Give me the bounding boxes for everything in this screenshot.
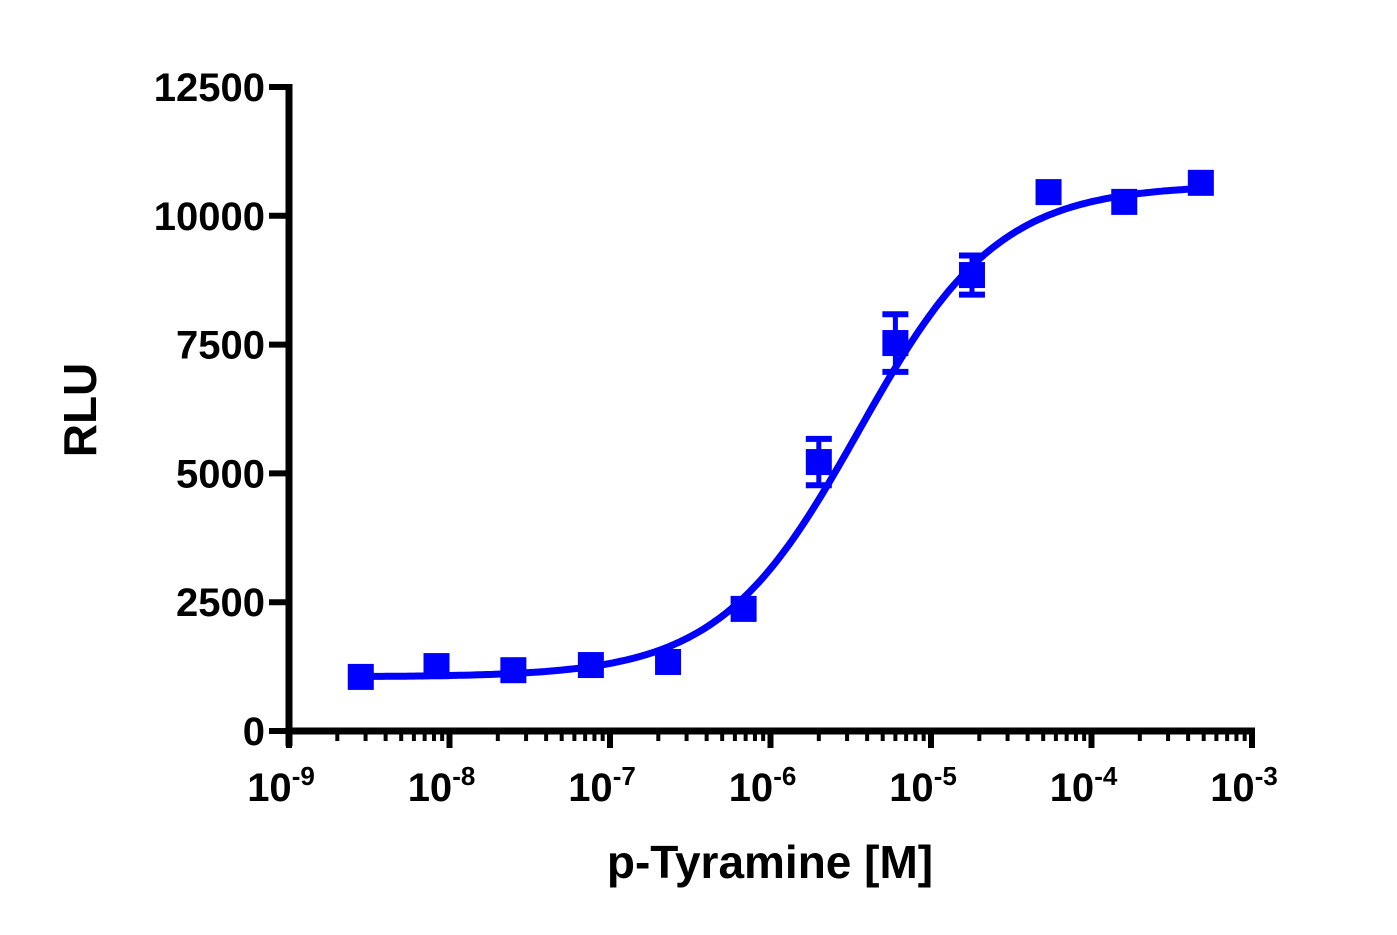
data-point-square	[655, 648, 682, 675]
x-tick-label: 10-4	[1050, 761, 1118, 810]
x-tick-label: 10-6	[729, 761, 797, 810]
y-tick-label: 0	[243, 710, 265, 754]
data-point-square	[1035, 179, 1062, 206]
sigmoid-fit-line	[357, 185, 1205, 680]
y-tick-label: 7500	[176, 324, 265, 368]
data-point-square	[730, 595, 757, 622]
data-point-square	[1187, 169, 1214, 196]
data-point-square	[1111, 188, 1138, 215]
y-tick-label: 10000	[154, 195, 265, 239]
data-points	[347, 169, 1214, 690]
y-axis-title: RLU	[54, 363, 106, 458]
data-point-square	[347, 663, 374, 690]
x-axis-title: p-Tyramine [M]	[607, 836, 933, 888]
data-point-square	[577, 652, 604, 679]
fit-curve	[357, 185, 1205, 680]
x-tick-label: 10-3	[1210, 761, 1278, 810]
data-point-square	[958, 262, 985, 289]
data-point-square	[805, 449, 832, 476]
x-tick-label: 10-8	[408, 761, 476, 810]
x-tick-label: 10-9	[247, 761, 315, 810]
y-tick-label: 5000	[176, 452, 265, 496]
x-tick-label: 10-7	[568, 761, 636, 810]
axis-labels: p-Tyramine [M] RLU	[54, 363, 933, 888]
y-tick-label: 12500	[154, 66, 265, 110]
axes: 0 2500 5000 7500 10000 12500 10-9 10-8 10-7 10-6 1…	[154, 66, 1278, 810]
x-tick-label: 10-5	[889, 761, 957, 810]
data-point-square	[423, 653, 450, 680]
data-point-square	[882, 330, 909, 357]
data-point-square	[500, 657, 527, 684]
y-tick-label: 2500	[176, 581, 265, 625]
